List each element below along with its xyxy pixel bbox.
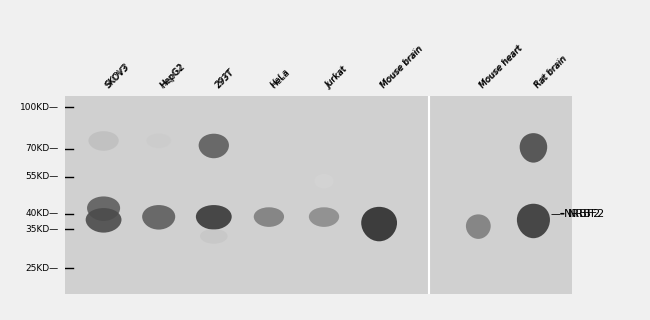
Text: 55KD—: 55KD— [25, 172, 58, 181]
Ellipse shape [203, 133, 225, 148]
Ellipse shape [200, 229, 227, 244]
Text: 293T: 293T [214, 68, 236, 90]
Ellipse shape [369, 133, 389, 148]
Ellipse shape [517, 204, 550, 238]
Text: 293T: 293T [214, 67, 236, 90]
Text: SKOV3: SKOV3 [103, 63, 131, 90]
Ellipse shape [309, 207, 339, 227]
Ellipse shape [361, 207, 397, 241]
Ellipse shape [196, 205, 231, 229]
Ellipse shape [142, 205, 176, 229]
Ellipse shape [87, 196, 120, 221]
Ellipse shape [519, 133, 547, 163]
Text: Rat brain: Rat brain [534, 55, 569, 90]
Text: 100KD—: 100KD— [20, 103, 58, 112]
Text: Mouse heart: Mouse heart [478, 44, 525, 90]
Ellipse shape [254, 207, 284, 227]
Text: Jurkat: Jurkat [324, 65, 349, 90]
Text: HepG2: HepG2 [159, 61, 187, 90]
Text: Mouse brain: Mouse brain [379, 44, 424, 90]
Ellipse shape [88, 131, 119, 151]
Ellipse shape [315, 174, 333, 188]
Ellipse shape [86, 208, 122, 233]
Ellipse shape [258, 174, 280, 188]
Text: NRBF2: NRBF2 [568, 209, 605, 219]
Text: HeLa: HeLa [269, 68, 291, 90]
Text: Rat brain: Rat brain [534, 54, 569, 90]
Text: NRBF2: NRBF2 [564, 209, 601, 219]
Text: HeLa: HeLa [269, 67, 291, 90]
Text: Jurkat: Jurkat [324, 65, 349, 90]
Ellipse shape [466, 214, 491, 239]
Text: SKOV3: SKOV3 [103, 62, 131, 90]
Text: 25KD—: 25KD— [25, 264, 58, 273]
Text: —: — [551, 209, 560, 219]
Text: Mouse brain: Mouse brain [379, 45, 424, 90]
Text: Mouse heart: Mouse heart [478, 44, 525, 90]
Text: 40KD—: 40KD— [25, 209, 58, 218]
Text: HepG2: HepG2 [159, 62, 187, 90]
Ellipse shape [199, 134, 229, 158]
Ellipse shape [146, 133, 171, 148]
Text: 70KD—: 70KD— [25, 144, 58, 153]
Text: 35KD—: 35KD— [25, 225, 58, 234]
